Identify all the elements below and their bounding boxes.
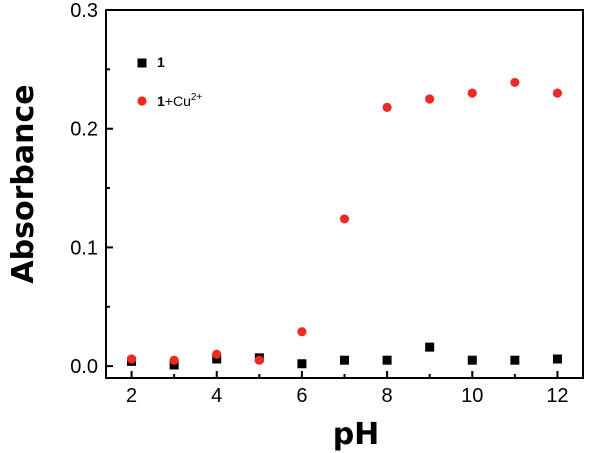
- data-point-series-1: [340, 355, 349, 365]
- x-tick-label: 2: [126, 385, 137, 407]
- legend-label-main: 1: [157, 93, 165, 109]
- data-point-series-2: [254, 355, 264, 365]
- data-point-series-1: [382, 355, 392, 365]
- legend-entry-series-2: 1+Cu2+: [137, 92, 202, 109]
- data-point-series-1: [467, 355, 477, 365]
- x-tick-label: 8: [382, 385, 393, 407]
- data-point-series-2: [425, 94, 435, 104]
- data-point-series-2: [382, 102, 392, 112]
- data-markers: [126, 77, 563, 370]
- data-point-series-2: [169, 355, 179, 365]
- x-tick-label: 6: [296, 385, 307, 407]
- data-point-series-2: [510, 77, 520, 88]
- legend-marker-circle: [137, 96, 147, 106]
- y-tick-label: 0.2: [70, 119, 98, 141]
- data-point-series-2: [467, 88, 477, 98]
- data-point-series-1: [510, 355, 520, 365]
- plot-frame: [105, 9, 584, 379]
- legend-marker-square: [137, 58, 147, 68]
- x-tick-label: 4: [211, 385, 222, 407]
- data-point-series-1: [552, 354, 562, 364]
- y-axis-title: Absorbance: [6, 84, 41, 283]
- data-point-series-1: [169, 360, 179, 370]
- legend: 1 1+Cu2+: [137, 54, 202, 109]
- x-tick-label: 10: [461, 385, 483, 407]
- data-point-series-2: [552, 88, 563, 98]
- legend-entry-series-1: 1: [137, 54, 165, 70]
- svg-text:1+Cu2+: 1+Cu2+: [157, 92, 202, 109]
- y-tick-label: 0.1: [70, 237, 98, 259]
- data-point-series-2: [126, 354, 137, 364]
- axis-tick-labels: 2 4 6 8 10 12 0.0 0.1 0.2 0.3: [70, 0, 568, 407]
- y-tick-label: 0.3: [70, 0, 98, 22]
- data-point-series-2: [339, 214, 350, 224]
- legend-label-superscript: 2+: [191, 92, 203, 103]
- data-point-series-1: [297, 359, 307, 369]
- axis-ticks: [106, 9, 559, 378]
- x-axis-title: pH: [333, 417, 380, 452]
- legend-label-suffix: +Cu: [165, 93, 191, 109]
- legend-label-main: 1: [157, 54, 165, 70]
- data-point-series-1: [212, 354, 222, 364]
- svg-text:1: 1: [157, 54, 165, 70]
- x-tick-label: 12: [546, 385, 568, 407]
- data-point-series-1: [425, 342, 435, 352]
- data-point-series-2: [297, 327, 307, 337]
- y-tick-label: 0.0: [70, 356, 98, 378]
- data-point-series-2: [212, 349, 222, 359]
